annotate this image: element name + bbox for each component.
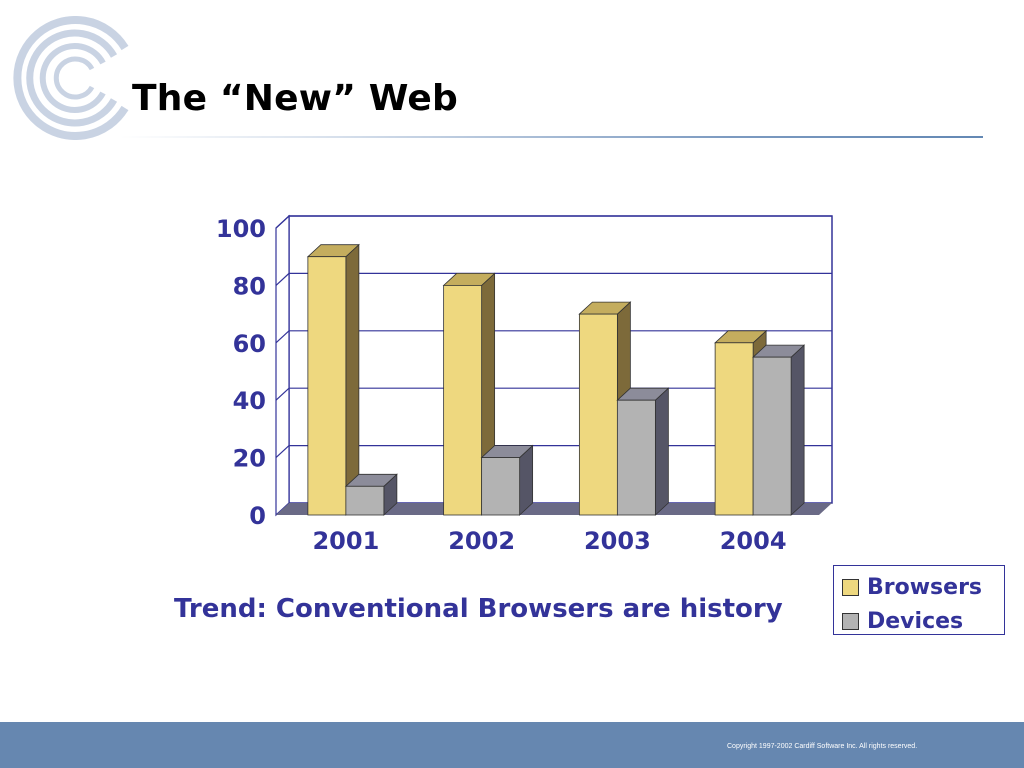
- footer-bar: [0, 722, 1024, 768]
- title-divider: [120, 136, 983, 138]
- bar-devices-2003: [616, 387, 670, 516]
- gridline: [275, 215, 832, 229]
- bar-browsers-2002: [442, 272, 496, 516]
- y-tick-label: 40: [233, 387, 266, 415]
- legend-swatch-browsers: [842, 578, 859, 596]
- legend-swatch-devices: [842, 612, 859, 630]
- legend-label-browsers: Browsers: [867, 574, 983, 600]
- cardiff-logo-icon: [13, 16, 129, 140]
- x-tick-label: 2004: [720, 527, 787, 555]
- x-tick-label: 2001: [312, 527, 379, 555]
- y-tick-label: 20: [233, 445, 266, 473]
- gridline: [275, 272, 832, 286]
- bar-devices-2001: [344, 473, 398, 516]
- y-tick-label: 80: [233, 272, 266, 300]
- chart-legend: Browsers Devices: [833, 565, 1005, 635]
- y-tick-label: 100: [216, 215, 266, 243]
- legend-label-devices: Devices: [867, 608, 964, 634]
- copyright-text: Copyright 1997-2002 Cardiff Software Inc…: [727, 743, 918, 750]
- slide-title: The “New” Web: [132, 78, 459, 119]
- chart-floor: [276, 503, 832, 515]
- legend-item-browsers: Browsers: [842, 572, 982, 602]
- legend-item-devices: Devices: [842, 606, 963, 636]
- x-tick-label: 2003: [584, 527, 651, 555]
- gridline: [275, 330, 832, 344]
- y-tick-label: 60: [233, 330, 266, 358]
- x-tick-label: 2002: [448, 527, 515, 555]
- bar-devices-2004: [752, 344, 806, 516]
- bar-browsers-2001: [306, 243, 360, 516]
- chart-side-wall: [275, 214, 290, 517]
- bar-devices-2002: [480, 444, 534, 516]
- bar-browsers-2003: [578, 301, 632, 516]
- chart-subtitle: Trend: Conventional Browsers are history: [174, 594, 783, 624]
- y-tick-label: 0: [249, 502, 266, 530]
